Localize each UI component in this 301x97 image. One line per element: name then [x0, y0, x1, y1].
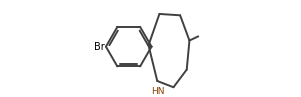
Text: Br: Br — [94, 42, 104, 52]
Text: HN: HN — [151, 87, 165, 96]
